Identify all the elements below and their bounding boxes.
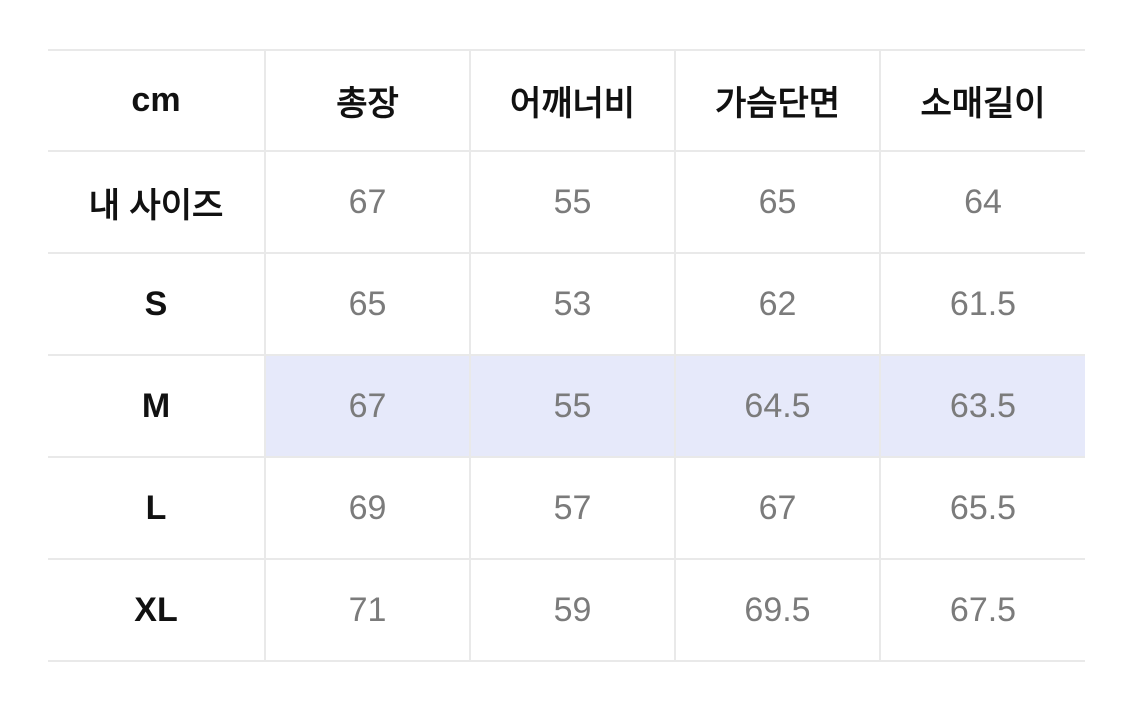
cell-value-highlighted: 67 [264, 354, 470, 457]
row-label: M [48, 354, 265, 457]
row-label: 내 사이즈 [48, 150, 265, 253]
size-row-xl: XL 71 59 69.5 67.5 [48, 558, 1085, 662]
cell-value-highlighted: 55 [469, 354, 675, 457]
cell-value: 65.5 [879, 456, 1085, 559]
cell-value-highlighted: 64.5 [674, 354, 880, 457]
header-row: cm 총장 어깨너비 가슴단면 소매길이 [48, 49, 1085, 151]
row-label: S [48, 252, 265, 355]
size-chart-header: cm 총장 어깨너비 가슴단면 소매길이 [48, 49, 1085, 151]
size-row-m: M 67 55 64.5 63.5 [48, 354, 1085, 457]
row-label: XL [48, 558, 265, 662]
cell-value: 65 [264, 252, 470, 355]
size-row-l: L 69 57 67 65.5 [48, 456, 1085, 559]
cell-value: 55 [469, 150, 675, 253]
size-chart-table: cm 총장 어깨너비 가슴단면 소매길이 내 사이즈 67 55 65 64 S… [48, 49, 1085, 662]
size-row-s: S 65 53 62 61.5 [48, 252, 1085, 355]
cell-value: 67 [674, 456, 880, 559]
cell-value: 67 [264, 150, 470, 253]
cell-value: 59 [469, 558, 675, 662]
size-chart: cm 총장 어깨너비 가슴단면 소매길이 내 사이즈 67 55 65 64 S… [48, 49, 1085, 662]
column-header-shoulder-width: 어깨너비 [469, 49, 675, 151]
cell-value: 69 [264, 456, 470, 559]
cell-value: 53 [469, 252, 675, 355]
size-chart-body: 내 사이즈 67 55 65 64 S 65 53 62 61.5 M 67 5… [48, 150, 1085, 662]
column-header-chest-width: 가슴단면 [674, 49, 880, 151]
unit-header-cell: cm [48, 49, 265, 151]
cell-value: 64 [879, 150, 1085, 253]
column-header-total-length: 총장 [264, 49, 470, 151]
cell-value: 69.5 [674, 558, 880, 662]
cell-value: 65 [674, 150, 880, 253]
cell-value: 67.5 [879, 558, 1085, 662]
cell-value: 57 [469, 456, 675, 559]
column-header-sleeve-length: 소매길이 [879, 49, 1085, 151]
cell-value-highlighted: 63.5 [879, 354, 1085, 457]
cell-value: 61.5 [879, 252, 1085, 355]
size-row-my-size: 내 사이즈 67 55 65 64 [48, 150, 1085, 253]
cell-value: 71 [264, 558, 470, 662]
row-label: L [48, 456, 265, 559]
cell-value: 62 [674, 252, 880, 355]
